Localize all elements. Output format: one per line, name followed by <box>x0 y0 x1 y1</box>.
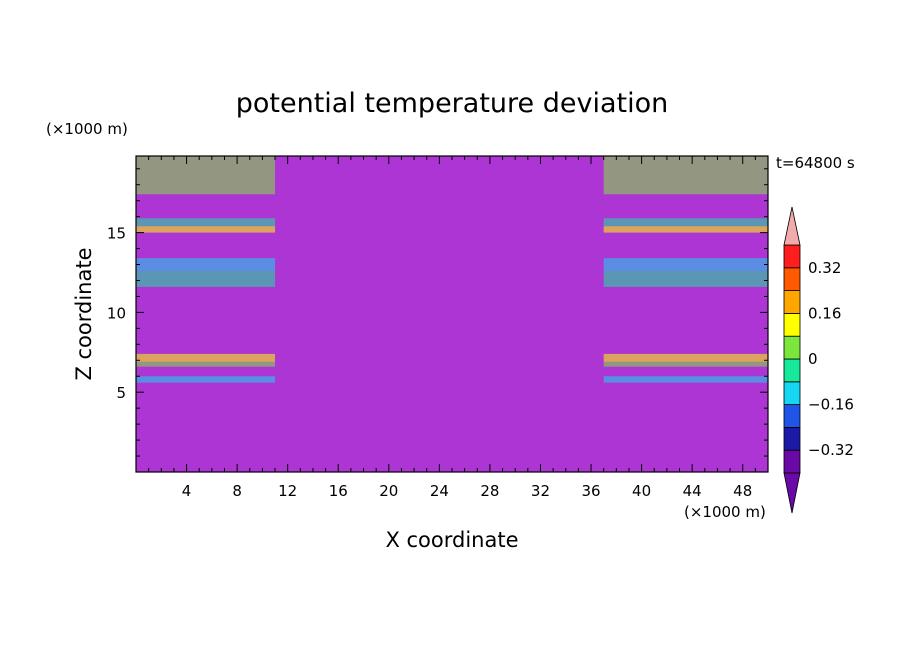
colorbar-label: 0 <box>808 350 818 368</box>
x-tick-label: 40 <box>632 482 651 500</box>
contour-band-left <box>136 258 276 271</box>
contour-field <box>136 156 768 472</box>
x-tick-label: 12 <box>278 482 297 500</box>
colorbar-label: 0.32 <box>808 259 841 277</box>
contour-band-right <box>603 353 768 362</box>
contour-band-right <box>603 156 768 195</box>
colorbar-label: 0.16 <box>808 304 841 322</box>
x-tick-label: 8 <box>232 482 242 500</box>
contour-band-right <box>603 270 768 287</box>
contour-band-left <box>136 353 276 362</box>
x-tick-label: 16 <box>329 482 348 500</box>
contour-band-left <box>136 270 276 287</box>
colorbar: 0.32 0.16 0 −0.16 −0.32 <box>783 206 854 514</box>
colorbar-label: −0.32 <box>808 441 854 459</box>
x-axis-label: X coordinate <box>385 528 518 552</box>
x-tick-label: 28 <box>480 482 499 500</box>
x-tick-label: 44 <box>683 482 702 500</box>
colorbar-swatch <box>783 312 801 337</box>
contour-band-left <box>136 376 276 383</box>
contour-band-left <box>136 361 276 367</box>
colorbar-swatch <box>783 244 801 269</box>
chart-title: potential temperature deviation <box>236 88 668 119</box>
x-unit-label: (×1000 m) <box>684 503 766 521</box>
y-axis: 5 10 15 <box>107 168 768 457</box>
contour-band-left <box>136 218 276 227</box>
colorbar-swatch <box>783 267 801 291</box>
colorbar-swatch <box>783 426 801 451</box>
y-axis-label: Z coordinate <box>72 247 96 380</box>
x-tick-label: 4 <box>182 482 192 500</box>
colorbar-max-arrow <box>783 206 801 246</box>
x-tick-label: 24 <box>430 482 449 500</box>
y-tick-label: 15 <box>107 225 126 243</box>
y-tick-label: 10 <box>107 304 126 322</box>
x-tick-label: 32 <box>531 482 550 500</box>
time-label: t=64800 s <box>776 154 855 172</box>
contour-band-right <box>603 361 768 367</box>
x-tick-label: 20 <box>379 482 398 500</box>
contour-band-left <box>136 226 276 233</box>
contour-band-right <box>603 226 768 233</box>
colorbar-label: −0.16 <box>808 396 854 414</box>
x-tick-label: 48 <box>733 482 752 500</box>
x-tick-label: 36 <box>581 482 600 500</box>
contour-field-noise <box>136 156 768 472</box>
colorbar-swatch <box>783 449 801 474</box>
contour-band-right <box>603 258 768 271</box>
colorbar-min-arrow <box>783 472 801 514</box>
colorbar-swatch <box>783 381 801 405</box>
y-tick-label: 5 <box>116 384 126 402</box>
contour-band-left <box>136 156 276 195</box>
colorbar-swatch <box>783 335 801 360</box>
colorbar-swatch <box>783 358 801 383</box>
contour-band-right <box>603 218 768 227</box>
colorbar-swatch <box>783 404 801 428</box>
contour-band-right <box>603 376 768 383</box>
colorbar-swatch <box>783 290 801 314</box>
contour-bands <box>136 156 768 383</box>
x-axis: 4 8 12 16 20 24 28 32 36 40 44 48 <box>148 156 756 500</box>
y-unit-label: (×1000 m) <box>46 120 128 138</box>
